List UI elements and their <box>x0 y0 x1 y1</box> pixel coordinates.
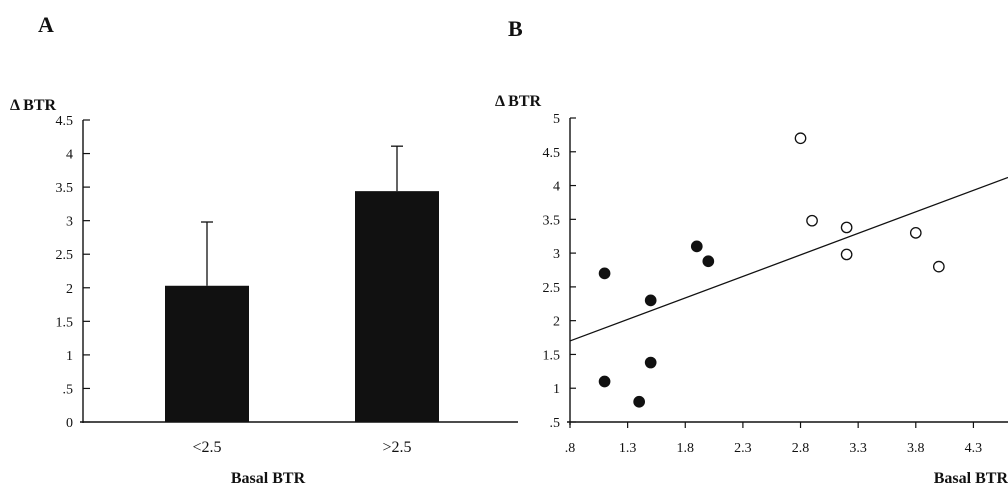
panel-b-y-tick-label: 1 <box>553 382 560 397</box>
panel-a-y-ticks: 0 .5 1 1.5 2 2.5 3 3.5 4 4.5 <box>56 114 90 431</box>
panel-a-y-tick-label: 4.5 <box>56 114 74 129</box>
panel-a-bar <box>165 285 249 422</box>
panel-b-open-point <box>909 226 922 239</box>
panel-a-y-tick-label: 3 <box>66 215 73 230</box>
panel-a-bars: <2.5 >2.5 <box>165 145 439 456</box>
panel-a-y-tick-label: .5 <box>63 382 74 397</box>
panel-b-y-tick-label: 5 <box>553 112 560 127</box>
panel-b-x-tick-label: 1.8 <box>677 441 695 456</box>
panel-a-y-tick-label: 1.5 <box>56 315 74 330</box>
panel-b-filled-point <box>644 356 657 369</box>
panel-b-filled-point <box>644 294 657 307</box>
panel-a-y-axis-label: Δ BTR <box>10 97 56 114</box>
panel-a-bar-chart: Δ BTR 0 .5 1 1.5 2 2.5 3 3.5 4 4.5 <2.5 >2.5 Basal… <box>10 97 518 487</box>
panel-b-y-tick-label: 3 <box>553 247 560 262</box>
panel-b-y-tick-label: 1.5 <box>543 348 561 363</box>
panel-b-y-ticks: .5 1 1.5 2 2.5 3 3.5 4 4.5 5 <box>543 112 576 431</box>
panel-b-open-point <box>840 248 853 261</box>
panel-a-letter: A <box>38 12 54 37</box>
panel-b-open-point <box>794 132 807 145</box>
panel-a-y-tick-label: 4 <box>66 148 73 163</box>
panel-a-x-axis-label: Basal BTR <box>231 470 306 487</box>
panel-b-filled-point <box>598 375 611 388</box>
panel-a-category-label: >2.5 <box>382 439 411 456</box>
panel-b-filled-point <box>633 395 646 408</box>
panel-b-y-tick-label: 4.5 <box>543 146 561 161</box>
panel-b-y-tick-label: 2.5 <box>543 281 561 296</box>
panel-b-points <box>598 132 945 408</box>
panel-a-category-label: <2.5 <box>192 439 221 456</box>
panel-b-x-tick-label: 4.3 <box>965 441 983 456</box>
panel-b-letter: B <box>508 16 523 41</box>
panel-a-y-tick-label: 2 <box>66 282 73 297</box>
panel-a-y-tick-label: 0 <box>66 416 73 431</box>
panel-b-regression-line <box>569 176 1008 342</box>
panel-a-y-tick-label: 1 <box>66 349 73 364</box>
panel-b-filled-point <box>598 267 611 280</box>
panel-a-y-tick-label: 2.5 <box>56 248 74 263</box>
panel-b-open-point <box>806 214 818 227</box>
panel-a-y-tick-label: 3.5 <box>56 181 74 196</box>
panel-b-y-tick-label: .5 <box>550 416 561 431</box>
panel-b-x-tick-label: .8 <box>565 441 576 456</box>
panel-b-y-tick-label: 3.5 <box>543 213 561 228</box>
panel-b-scatter-plot: Δ BTR .5 1 1.5 2 2.5 3 3.5 4 4.5 5 .8 1.3 1.8 2.3 2.8… <box>495 93 1008 487</box>
panel-b-x-ticks: .8 1.3 1.8 2.3 2.8 3.3 3.8 4.3 <box>565 422 982 456</box>
panel-b-filled-point <box>690 240 703 253</box>
panel-b-x-tick-label: 3.8 <box>907 441 925 456</box>
panel-b-y-tick-label: 2 <box>553 315 560 330</box>
panel-b-open-point <box>932 260 945 273</box>
panel-b-y-tick-label: 4 <box>553 180 560 195</box>
panel-b-x-tick-label: 1.3 <box>619 441 637 456</box>
panel-b-y-axis-label: Δ BTR <box>495 93 541 110</box>
panel-b-x-axis-label: Basal BTR <box>934 470 1008 487</box>
panel-b-filled-point <box>702 255 715 268</box>
panel-b-x-tick-label: 3.3 <box>849 441 867 456</box>
panel-b-x-tick-label: 2.3 <box>734 441 752 456</box>
panel-b-open-point <box>840 221 853 234</box>
panel-a-bar <box>355 191 439 422</box>
panel-b-x-tick-label: 2.8 <box>792 441 810 456</box>
